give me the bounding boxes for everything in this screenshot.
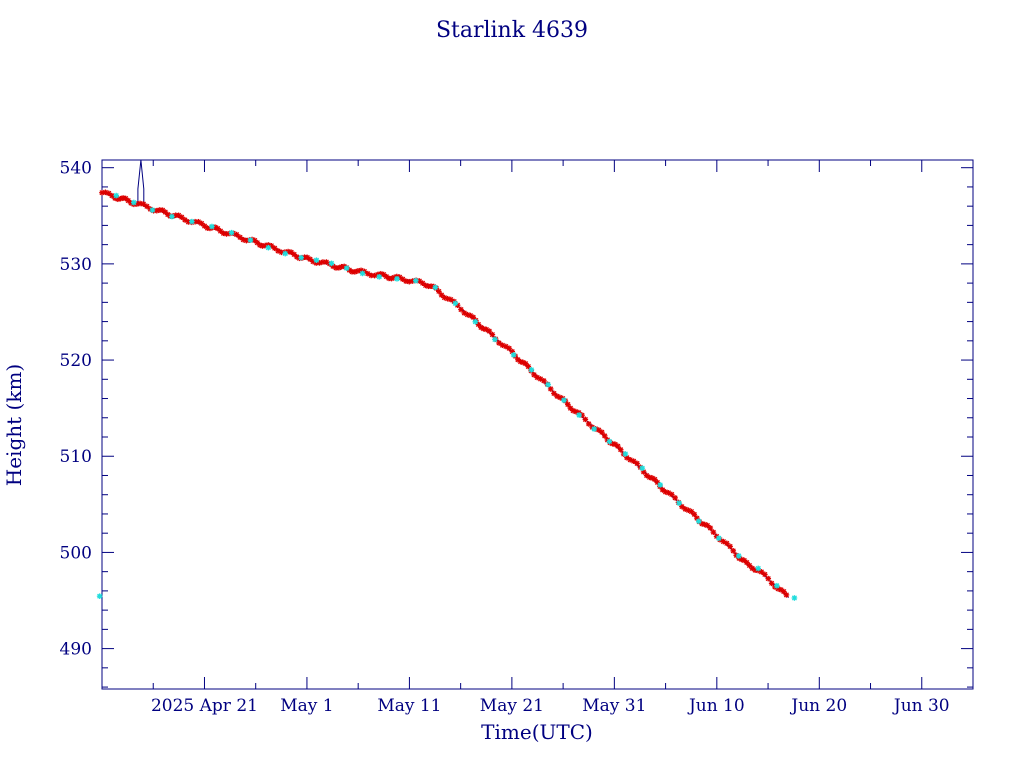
data-point — [694, 515, 700, 521]
data-point — [791, 595, 798, 601]
data-point — [209, 223, 215, 230]
data-points — [96, 189, 798, 601]
data-point — [489, 331, 496, 338]
plot-frame — [101, 159, 974, 690]
data-point — [510, 352, 517, 358]
data-point — [525, 363, 532, 370]
data-point — [496, 340, 502, 346]
data-point — [271, 245, 278, 252]
data-point — [547, 386, 554, 392]
data-point — [634, 460, 640, 467]
data-point — [561, 397, 567, 404]
data-point — [672, 495, 678, 501]
data-point — [615, 443, 621, 449]
data-point — [695, 518, 702, 525]
data-point — [96, 593, 103, 599]
data-point — [617, 446, 624, 453]
y-tick-labels: 490 500 510 520 530 540 — [60, 159, 92, 660]
data-point — [688, 508, 695, 515]
data-point — [630, 458, 637, 464]
data-point — [412, 277, 419, 284]
data-point — [189, 218, 195, 225]
axis-ticks — [102, 160, 973, 689]
data-point — [432, 284, 439, 291]
data-point — [492, 336, 498, 343]
data-point — [727, 543, 733, 550]
data-point — [774, 582, 780, 589]
data-point — [452, 300, 459, 307]
x-tick-label: 2025 Apr 21 — [151, 696, 258, 716]
data-point — [228, 229, 235, 236]
data-point — [707, 525, 714, 531]
data-point — [735, 553, 742, 559]
data-point — [162, 209, 169, 215]
y-tick-label: 540 — [60, 159, 92, 179]
data-point — [576, 412, 582, 418]
data-point — [359, 270, 366, 277]
data-point — [730, 548, 737, 554]
y-tick-label: 520 — [60, 351, 92, 371]
data-point — [622, 451, 629, 457]
data-point — [639, 465, 646, 471]
y-tick-label: 500 — [60, 543, 92, 563]
data-point — [582, 416, 589, 423]
x-tick-label: Jun 20 — [789, 696, 847, 716]
y-tick-label: 510 — [60, 447, 92, 467]
data-point — [762, 571, 768, 578]
data-point — [668, 491, 675, 498]
data-point — [472, 318, 479, 325]
chart-title: Starlink 4639 — [436, 18, 588, 43]
y-axis-label: Height (km) — [2, 364, 26, 486]
y-tick-label: 490 — [60, 640, 92, 660]
data-point — [591, 426, 597, 432]
data-point — [755, 565, 762, 572]
data-point — [247, 237, 254, 243]
data-point — [328, 260, 335, 267]
data-point — [691, 511, 698, 518]
data-point — [676, 500, 682, 506]
data-point — [765, 575, 772, 582]
data-point — [131, 199, 137, 206]
data-point — [113, 192, 120, 199]
y-tick-label: 530 — [60, 255, 92, 275]
data-point — [716, 535, 722, 542]
data-point — [545, 381, 551, 388]
x-axis-label: Time(UTC) — [481, 720, 593, 744]
data-point — [531, 372, 537, 378]
data-point — [436, 288, 442, 295]
x-tick-label: May 21 — [480, 696, 544, 716]
data-point — [783, 592, 790, 598]
x-tick-label: May 1 — [280, 696, 333, 716]
data-point — [601, 433, 608, 439]
x-tick-label: Jun 30 — [892, 696, 950, 716]
x-tick-label: Jun 10 — [687, 696, 745, 716]
data-point — [780, 588, 787, 595]
data-point — [515, 356, 521, 363]
data-point — [298, 254, 304, 261]
data-point — [313, 257, 320, 264]
x-tick-label: May 31 — [582, 696, 646, 716]
data-point — [565, 401, 571, 408]
data-point — [606, 438, 613, 445]
data-point — [169, 213, 175, 220]
data-point — [657, 482, 664, 488]
data-point — [282, 250, 289, 257]
data-point — [105, 190, 112, 197]
data-point — [528, 367, 535, 373]
data-point — [376, 274, 383, 280]
data-point — [343, 265, 350, 272]
x-tick-label: May 11 — [377, 696, 441, 716]
data-point — [233, 231, 240, 238]
data-point — [149, 207, 156, 213]
data-point — [265, 244, 272, 251]
data-point — [394, 275, 400, 282]
data-point — [710, 529, 717, 535]
x-tick-labels: 2025 Apr 21 May 1 May 11 May 21 May 31 Jun 10… — [151, 696, 950, 716]
